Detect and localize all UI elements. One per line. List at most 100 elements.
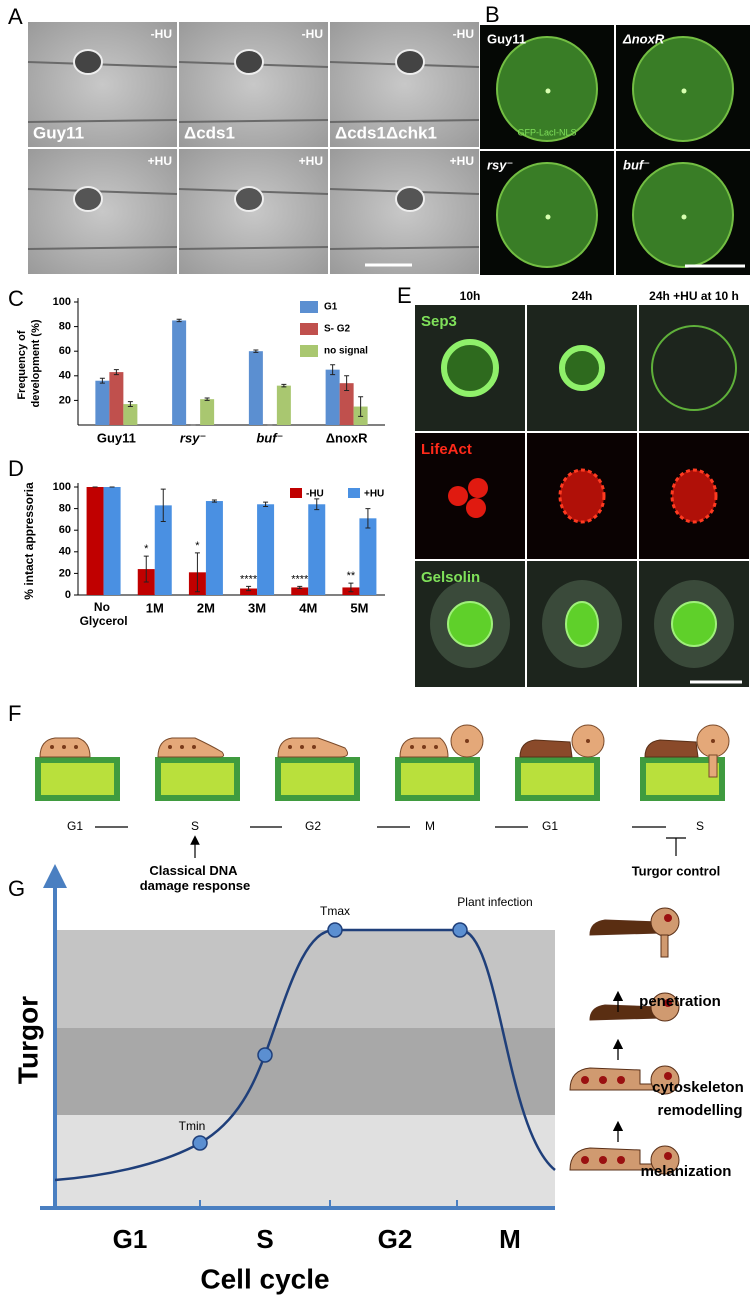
legend-label: S- G2 [324,324,351,335]
strain-label: Δcds1Δchk1 [335,123,437,142]
strain-label: buf⁻ [623,157,650,172]
point-label: Plant infection [457,895,532,909]
appressorium [234,49,264,75]
panel-label: A [8,4,23,29]
error-bar [365,508,371,529]
legend-swatch [300,323,318,335]
bar [95,380,110,425]
point-label: Tmin [179,1119,206,1133]
significance-label: **** [240,573,258,585]
micrograph [330,22,479,147]
appressorium [73,186,103,212]
error-bar [281,383,287,388]
lacI-spot [545,214,551,220]
text-line: cytoskeleton [652,1079,748,1096]
phase-label: M [499,1224,521,1254]
strain-label: Δcds1 [184,123,235,142]
y-tick-label: 80 [59,321,71,333]
panel-label: G [8,876,25,901]
bar [257,504,275,595]
appressorium [395,49,425,75]
bar [86,487,104,595]
phase-label: S [256,1224,273,1254]
text-line: No [94,600,113,614]
appressorium [234,186,264,212]
bar [325,369,340,425]
timepoint-label: 24h [572,289,593,303]
phase-label: G2 [305,819,321,833]
error-bar [99,377,105,384]
micrograph [639,305,749,431]
micrograph [28,149,177,274]
y-tick-label: 20 [59,567,71,579]
bar [200,399,215,425]
septin-ring [441,339,499,397]
strain-label: Guy11 [33,123,84,142]
annotation: Classical DNA damage response [140,863,251,893]
condition-label: -HU [302,27,323,41]
error-bar [330,364,336,376]
y-tick-label: 60 [59,524,71,536]
strain-label: rsy⁻ [487,157,513,172]
condition-label: +HU [299,154,323,168]
bar [109,372,124,425]
panel-label: D [8,456,24,481]
cell-outline [651,325,737,411]
x-tick-label: 2M [197,600,215,615]
error-bar [344,375,350,392]
panel-label: E [397,283,412,308]
phase-label: M [425,819,435,833]
error-bar [176,318,182,323]
panel-f-schematic [35,724,730,858]
error-bar [253,349,259,353]
appressorium [73,49,103,75]
x-tick-label: 3M [248,600,266,615]
legend-label: no signal [324,346,368,357]
strain-label: Guy11 [487,31,526,46]
error-bar [348,582,354,593]
bar [172,320,187,425]
legend-swatch [348,488,360,498]
strain-label: ΔnoxR [622,31,665,46]
gelsolin [565,601,599,647]
phase-label: G1 [542,819,558,833]
annotation: Turgor control [632,863,721,878]
condition-label: +HU [450,154,474,168]
text-line: damage response [140,878,251,893]
micrograph [330,149,479,274]
actin-network [670,468,718,524]
marker-label: Sep3 [421,313,457,330]
y-tick-label: 60 [59,345,71,357]
y-tick-label: 0 [65,589,71,601]
appressorium [395,186,425,212]
micrograph [415,433,525,559]
y-tick-label: 80 [59,503,71,515]
gelsolin [447,601,493,647]
legend-label: -HU [306,489,324,500]
error-bar [297,585,303,590]
x-tick-label: 1M [146,600,164,615]
condition-label: -HU [453,27,474,41]
error-bar [314,498,320,511]
error-bar [194,552,200,593]
step-label: melanization [641,1163,732,1180]
timepoint-label: 24h +HU at 10 h [649,289,739,303]
panel-label: F [8,701,21,726]
error-bar [211,499,217,503]
error-bar [246,585,252,592]
actin-spot [448,486,468,506]
y-tick-label: 100 [53,481,71,493]
lacI-spot [681,214,687,220]
x-tick-label: Guy11 [97,430,136,445]
condition-label: -HU [151,27,172,41]
y-tick-label: 20 [59,394,71,406]
condition-label: +HU [148,154,172,168]
marker-label: LifeAct [421,441,472,458]
significance-label: ** [347,570,356,582]
bar [205,501,223,595]
significance-label: **** [291,573,309,585]
micrograph [179,149,328,274]
actin-spot [466,498,486,518]
error-bar [358,396,364,417]
